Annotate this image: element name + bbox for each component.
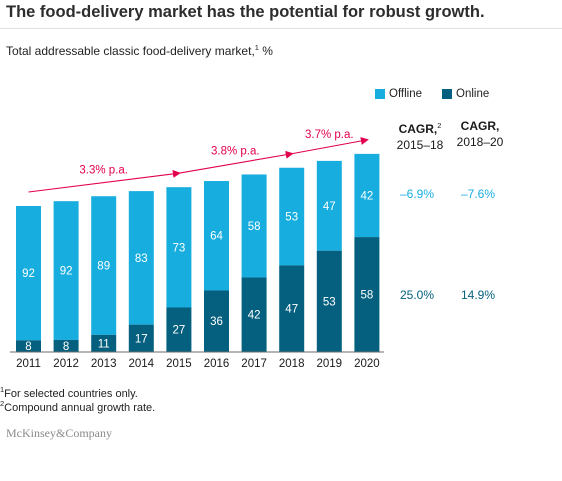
legend-offline-swatch bbox=[375, 89, 385, 99]
cagr-header-2018-20: CAGR, 2018–20 bbox=[450, 118, 510, 150]
label-online-2018: 47 bbox=[285, 304, 298, 316]
cagr-header-1-footnote-mark: 2 bbox=[437, 121, 442, 130]
growth-label-2: 3.8% p.a. bbox=[211, 145, 260, 157]
x-tick-labels-group: 2011 2012 2013 2014 2015 2016 2017 2018 2019 2020 bbox=[16, 358, 380, 370]
label-offline-2019: 47 bbox=[323, 201, 336, 213]
legend-offline: Offline bbox=[375, 88, 422, 100]
bar-online-2011 bbox=[16, 340, 41, 352]
cagr-header-2-period: 2018–20 bbox=[456, 135, 504, 149]
label-online-2016: 36 bbox=[210, 316, 223, 328]
bar-offline-2020 bbox=[354, 153, 380, 238]
x-tick-2012: 2012 bbox=[53, 358, 79, 370]
bar-offline-2018 bbox=[279, 167, 305, 266]
mckinsey-logo: McKinsey&Company bbox=[6, 426, 112, 440]
x-tick-2017: 2017 bbox=[241, 358, 267, 370]
footnote-1: 1For selected countries only. bbox=[0, 385, 138, 400]
footnote-1-mark: 1 bbox=[0, 385, 5, 394]
legend-online: Online bbox=[442, 88, 489, 100]
bar-offline-2011 bbox=[16, 206, 41, 341]
label-offline-2015: 73 bbox=[173, 242, 186, 254]
label-online-2012: 8 bbox=[63, 341, 69, 353]
bar-offline-2015 bbox=[166, 187, 192, 308]
cagr-header-2-label: CAGR, bbox=[460, 119, 500, 133]
bar-online-2017 bbox=[241, 277, 267, 352]
x-tick-2011: 2011 bbox=[16, 358, 41, 370]
footnote-2: 2Compound annual growth rate. bbox=[0, 399, 155, 414]
label-offline-2013: 89 bbox=[97, 261, 110, 273]
bar-offline-2013 bbox=[91, 196, 117, 335]
bar-online-2018 bbox=[279, 265, 305, 352]
footnote-2-mark: 2 bbox=[0, 399, 5, 408]
x-tick-2019: 2019 bbox=[317, 358, 343, 370]
x-tick-2020: 2020 bbox=[354, 358, 380, 370]
label-online-2019: 53 bbox=[323, 296, 336, 308]
cagr-header-2015-18: CAGR,2 2015–18 bbox=[390, 118, 450, 153]
bar-online-2015 bbox=[166, 307, 192, 352]
label-online-2017: 42 bbox=[248, 310, 261, 322]
label-online-2011: 8 bbox=[25, 341, 31, 353]
x-tick-2013: 2013 bbox=[91, 358, 117, 370]
label-offline-2018: 53 bbox=[285, 212, 298, 224]
x-tick-2016: 2016 bbox=[204, 358, 230, 370]
bar-online-2014 bbox=[128, 324, 154, 352]
bar-online-2016 bbox=[204, 290, 229, 352]
label-offline-2020: 42 bbox=[361, 190, 374, 202]
label-online-2014: 17 bbox=[135, 333, 148, 345]
cagr-online-2018-20: 14.9% bbox=[460, 288, 496, 302]
bar-online-2012 bbox=[53, 339, 79, 352]
chart-title: The food-delivery market has the potenti… bbox=[6, 3, 485, 21]
footnote-1-text: For selected countries only. bbox=[4, 388, 138, 400]
subtitle-unit: % bbox=[258, 44, 273, 58]
label-offline-2011: 92 bbox=[22, 268, 35, 280]
subtitle-text: Total addressable classic food-delivery … bbox=[6, 44, 255, 58]
growth-label-3: 3.7% p.a. bbox=[305, 129, 354, 141]
bars-group: 92 8 92 8 89 11 83 17 73 27 64 36 58 42 53 47 47 53 42 58 bbox=[16, 153, 380, 353]
subtitle-footnote-mark: 1 bbox=[254, 43, 259, 52]
legend-online-label: Online bbox=[456, 88, 490, 100]
cagr-offline-2018-20: –7.6% bbox=[460, 187, 496, 201]
cagr-online-2015-18: 25.0% bbox=[399, 288, 435, 302]
legend-online-swatch bbox=[442, 89, 452, 99]
growth-arrow-3 bbox=[291, 137, 369, 155]
growth-arrows-group: 3.3% p.a. 3.8% p.a. 3.7% p.a. bbox=[28, 129, 369, 193]
bar-online-2019 bbox=[316, 250, 342, 352]
label-online-2020: 58 bbox=[361, 290, 374, 302]
label-online-2015: 27 bbox=[173, 325, 186, 337]
bar-offline-2012 bbox=[53, 201, 79, 340]
label-offline-2016: 64 bbox=[210, 231, 223, 243]
growth-arrow-2 bbox=[178, 150, 294, 174]
bar-offline-2016 bbox=[204, 181, 229, 291]
bar-offline-2014 bbox=[128, 191, 154, 325]
x-tick-2014: 2014 bbox=[129, 358, 155, 370]
cagr-header-1-period: 2015–18 bbox=[396, 138, 444, 152]
label-offline-2014: 83 bbox=[135, 253, 148, 265]
growth-arrow-1 bbox=[28, 169, 181, 193]
cagr-header-1-label: CAGR, bbox=[398, 122, 438, 136]
legend-offline-label: Offline bbox=[389, 88, 423, 100]
label-offline-2017: 58 bbox=[248, 221, 261, 233]
bar-online-2013 bbox=[91, 334, 117, 352]
growth-label-1: 3.3% p.a. bbox=[79, 165, 128, 177]
label-offline-2012: 92 bbox=[60, 266, 73, 278]
title-divider bbox=[0, 28, 562, 29]
x-tick-2015: 2015 bbox=[166, 358, 192, 370]
bar-offline-2019 bbox=[316, 160, 342, 251]
label-online-2013: 11 bbox=[98, 338, 110, 350]
chart-subtitle: Total addressable classic food-delivery … bbox=[6, 43, 273, 58]
bar-online-2020 bbox=[354, 237, 380, 352]
x-tick-2018: 2018 bbox=[279, 358, 305, 370]
bar-offline-2017 bbox=[241, 174, 267, 278]
cagr-offline-2015-18: –6.9% bbox=[399, 187, 435, 201]
footnote-2-text: Compound annual growth rate. bbox=[4, 402, 156, 414]
